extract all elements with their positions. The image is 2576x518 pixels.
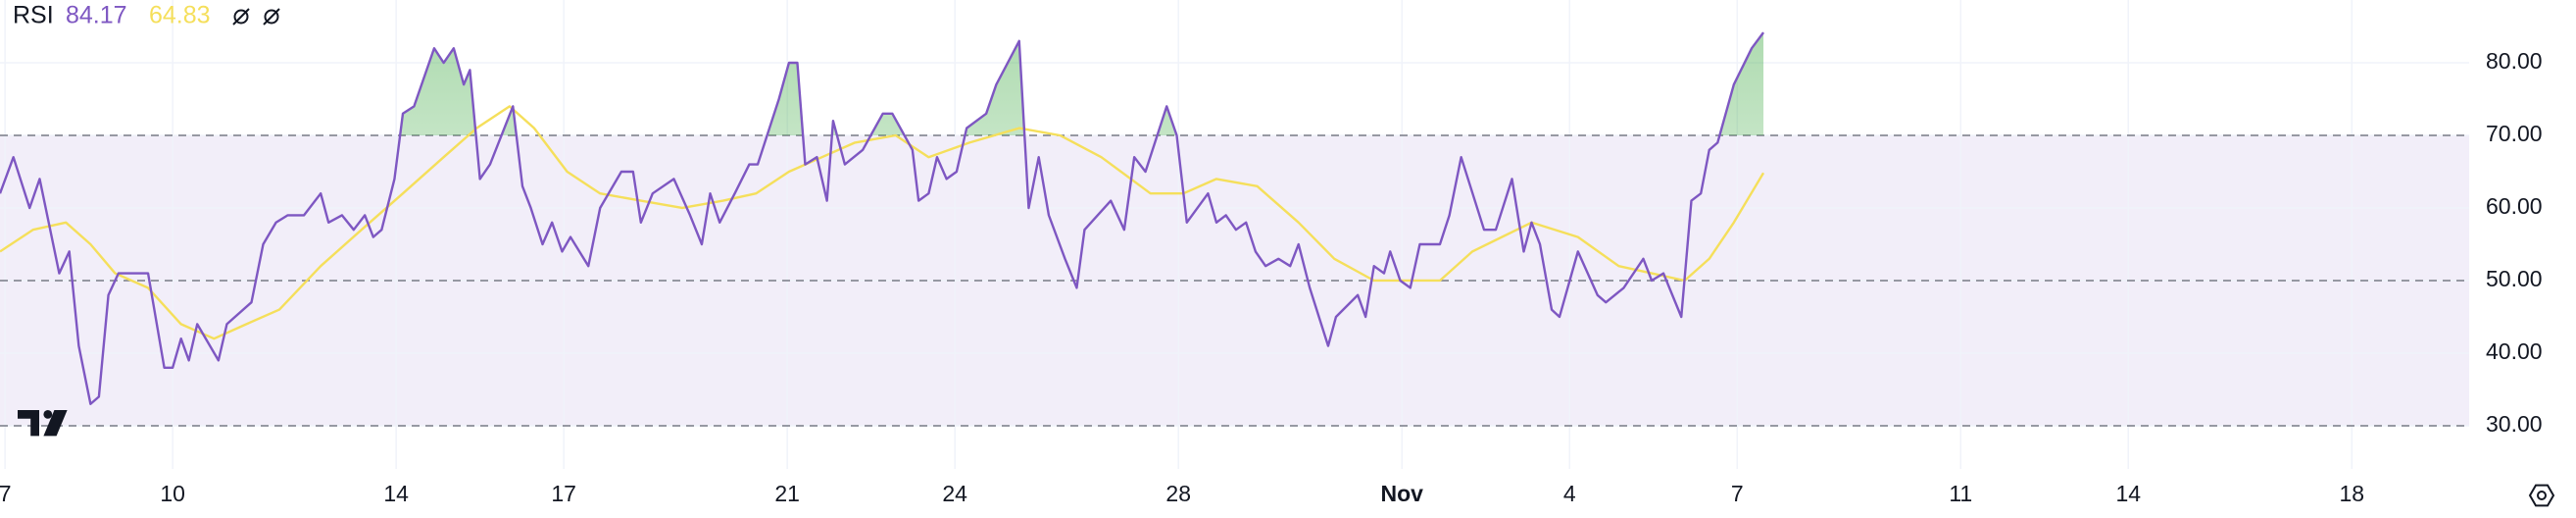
- y-tick-label: 60.00: [2486, 193, 2543, 219]
- x-tick-label: 7: [0, 481, 12, 506]
- x-tick-label: 14: [383, 481, 409, 506]
- x-tick-label: 10: [160, 481, 185, 506]
- hidden-input-icon[interactable]: [263, 8, 280, 26]
- y-tick-label: 80.00: [2486, 48, 2543, 74]
- x-tick-label: 4: [1563, 481, 1576, 506]
- rsi-last-value: 84.17: [66, 2, 127, 29]
- x-tick-label: 11: [1949, 481, 1972, 506]
- tradingview-logo: [18, 410, 68, 437]
- x-tick-label: 14: [2115, 481, 2141, 506]
- x-tick-label: 18: [2339, 481, 2364, 506]
- settings-icon[interactable]: [2528, 484, 2555, 507]
- plot-background: [0, 0, 2469, 469]
- indicator-name: RSI: [13, 2, 54, 29]
- x-tick-label: 21: [774, 481, 800, 506]
- overbought-fill: [0, 32, 1764, 135]
- hidden-input-icon[interactable]: [232, 8, 250, 26]
- y-tick-label: 50.00: [2486, 266, 2543, 291]
- x-tick-label: 28: [1165, 481, 1191, 506]
- y-tick-label: 40.00: [2486, 338, 2543, 364]
- y-tick-label: 70.00: [2486, 121, 2543, 146]
- y-tick-label: 30.00: [2486, 411, 2543, 437]
- x-tick-label: Nov: [1381, 481, 1424, 506]
- x-tick-label: 17: [551, 481, 576, 506]
- series-line: [0, 105, 1765, 340]
- x-tick-label: 7: [1731, 481, 1744, 506]
- x-tick-label: 24: [942, 481, 967, 506]
- plot-foreground: [0, 31, 1765, 405]
- series-line: [0, 31, 1765, 405]
- ma-last-value: 64.83: [149, 2, 211, 29]
